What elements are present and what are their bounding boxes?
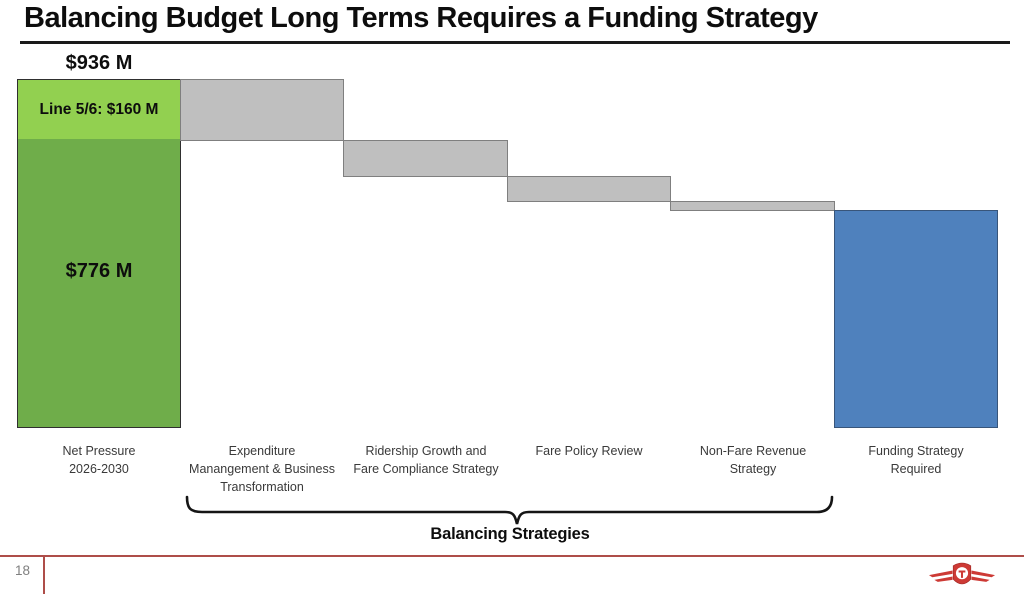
base-value-label: $776 M [65, 260, 133, 282]
line56-value-label: Line 5/6: $160 M [39, 100, 159, 118]
footer-rule [0, 555, 1024, 557]
bar-ridership-growth [343, 140, 508, 177]
brace-label: Balancing Strategies [430, 525, 590, 543]
total-value-label: $936 M [65, 52, 133, 74]
bar-funding-strategy-required [834, 210, 998, 428]
category-label-non-fare: Non-Fare Revenue Strategy [699, 444, 807, 476]
footer-vertical-rule [43, 556, 45, 594]
bar-net-pressure-line56-segment: Line 5/6: $160 M [17, 79, 181, 140]
category-label-fare-policy: Fare Policy Review [535, 444, 643, 458]
bar-non-fare-revenue [670, 201, 835, 211]
bar-fare-policy-review [507, 176, 671, 202]
category-label-expenditure: Expenditure Manangement & Business Trans… [189, 444, 335, 494]
slide-title: Balancing Budget Long Terms Requires a F… [24, 2, 818, 34]
category-label-funding: Funding Strategy Required [868, 444, 964, 476]
ttc-logo-icon [928, 562, 996, 585]
bar-expenditure-management [180, 79, 344, 141]
bar-net-pressure-base-segment [17, 139, 181, 428]
category-label-net-pressure: Net Pressure 2026-2030 [62, 444, 136, 476]
page-number: 18 [15, 563, 31, 578]
brace-graphic [185, 495, 834, 525]
category-label-ridership: Ridership Growth and Fare Compliance Str… [353, 444, 499, 476]
title-underline [20, 41, 1010, 44]
